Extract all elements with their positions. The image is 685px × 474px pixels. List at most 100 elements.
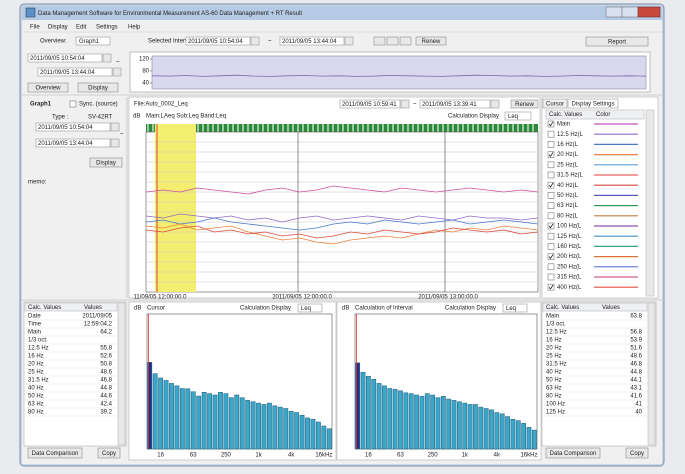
minimize-button[interactable] [605, 6, 623, 18]
spinner[interactable] [490, 99, 500, 109]
bar [483, 408, 489, 450]
date-field[interactable] [37, 67, 113, 77]
checkbox[interactable] [547, 120, 555, 128]
spinner[interactable] [110, 138, 120, 148]
date-field[interactable] [35, 122, 111, 132]
menu-item: Display [48, 25, 68, 31]
line-series [145, 213, 539, 223]
date-field[interactable] [419, 99, 491, 109]
bar [526, 427, 532, 450]
checkbox[interactable] [547, 141, 555, 148]
checkbox[interactable] [547, 171, 555, 179]
x-tick-label: 16 [157, 453, 164, 459]
unit-label: dB [342, 306, 349, 312]
bar [245, 400, 251, 450]
select[interactable] [75, 36, 111, 46]
item-label: 80 Hz(L [557, 213, 579, 219]
bar [179, 388, 185, 450]
checkbox[interactable] [547, 151, 555, 158]
row-label: 31.5 Hz [28, 378, 49, 384]
date-field[interactable] [27, 53, 103, 63]
checkbox[interactable] [547, 192, 555, 199]
button-label: Renew [515, 102, 534, 108]
spinner[interactable] [250, 36, 260, 46]
spinner[interactable] [112, 67, 122, 77]
checkbox[interactable] [547, 212, 555, 220]
checkbox[interactable] [547, 222, 555, 230]
nav-button[interactable] [373, 36, 386, 46]
button[interactable] [415, 36, 447, 46]
row-label: Main [28, 330, 41, 336]
checkbox[interactable] [547, 202, 555, 209]
overview-line [151, 74, 647, 77]
spinner[interactable] [400, 99, 410, 109]
nav-button[interactable] [386, 36, 399, 46]
nav-button[interactable] [399, 36, 412, 46]
button[interactable] [27, 82, 69, 93]
date-field[interactable] [339, 99, 401, 109]
button[interactable] [27, 447, 83, 459]
date-field[interactable] [279, 36, 345, 46]
button[interactable] [625, 447, 649, 459]
checkbox[interactable] [547, 283, 555, 291]
check-mark [548, 121, 554, 127]
file-label: File:Auto_0002_Leq [134, 102, 188, 108]
checkbox[interactable] [547, 130, 555, 138]
checkbox[interactable] [547, 181, 555, 189]
spinner[interactable] [110, 122, 120, 132]
button[interactable] [545, 447, 601, 459]
checkbox[interactable] [547, 263, 555, 271]
select-text: Leq [508, 114, 518, 120]
tab[interactable] [542, 98, 568, 109]
button[interactable] [585, 36, 649, 47]
date-field[interactable] [35, 138, 111, 148]
maximize-button[interactable] [621, 6, 639, 18]
item-label: 125 Hz(L [557, 234, 582, 240]
row-label: 50 Hz [546, 378, 562, 384]
row-label: 1/3 oct. [546, 322, 566, 328]
item-label: 25 Hz(L [557, 162, 579, 168]
button[interactable] [97, 447, 121, 459]
table-header [24, 302, 118, 312]
row-value: 63.8 [630, 314, 642, 320]
bar [360, 372, 366, 450]
scrollbar [645, 109, 655, 297]
subtitle: Main:LAeq Sub:Leq Band:Leq [146, 114, 226, 120]
bar [398, 390, 403, 450]
select-text: Leq [506, 306, 516, 312]
select[interactable] [504, 111, 532, 121]
date-field[interactable] [185, 36, 251, 46]
select[interactable] [297, 303, 323, 313]
checkbox[interactable] [547, 253, 555, 260]
close-button[interactable] [637, 6, 661, 18]
line-series [145, 217, 539, 231]
x-tick-label: 63 [190, 453, 197, 459]
bar [163, 380, 169, 450]
button[interactable] [77, 82, 119, 93]
checkbox[interactable] [547, 243, 555, 250]
row-label: 63 Hz [28, 402, 44, 408]
button[interactable] [89, 157, 123, 168]
menu-item: Settings [96, 25, 118, 31]
row-value: 40 [635, 410, 642, 416]
check-mark [548, 254, 554, 260]
button-label: Renew [422, 39, 441, 45]
spinner[interactable] [344, 36, 354, 46]
checkbox[interactable] [69, 100, 77, 108]
checkbox[interactable] [547, 273, 555, 281]
bar [382, 385, 387, 450]
select[interactable] [502, 303, 528, 313]
checkbox[interactable] [547, 232, 555, 240]
bar [250, 401, 256, 450]
item-label: 160 Hz(L [557, 244, 582, 250]
button[interactable] [510, 99, 539, 109]
checkbox[interactable] [547, 161, 555, 169]
bar [234, 394, 240, 450]
tab[interactable] [567, 98, 619, 109]
x-label: 2011/09/05 12:00:00.0 [272, 295, 332, 301]
label: ~ [120, 132, 124, 138]
item-label: 63 Hz(L [557, 203, 579, 209]
row-value: 56.8 [630, 330, 642, 336]
row-label: 25 Hz [28, 370, 44, 376]
spinner[interactable] [102, 53, 112, 63]
